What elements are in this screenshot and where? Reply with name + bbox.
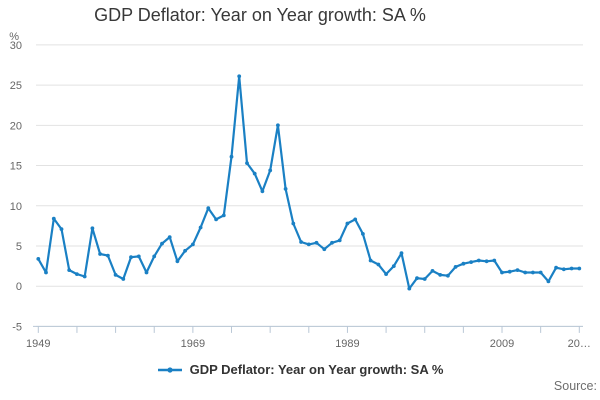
data-point-marker	[492, 258, 497, 263]
x-tick-label: 1949	[26, 338, 50, 350]
data-point-marker	[59, 227, 64, 232]
data-point-marker	[129, 255, 133, 260]
data-point-marker	[523, 270, 528, 275]
data-point-marker	[322, 247, 327, 252]
data-point-marker	[90, 226, 95, 231]
data-point-marker	[221, 213, 226, 218]
source-label: Source:	[553, 379, 597, 393]
data-point-marker	[206, 206, 211, 211]
data-point-marker	[314, 240, 319, 245]
data-point-marker	[353, 217, 358, 222]
legend-line-marker-icon	[157, 366, 182, 373]
data-point-marker	[276, 123, 280, 128]
data-point-marker	[484, 259, 489, 264]
data-point-marker	[283, 187, 288, 191]
chart-title: GDP Deflator: Year on Year growth: SA %	[94, 5, 426, 25]
data-point-marker	[106, 253, 110, 258]
data-point-marker	[167, 235, 172, 240]
data-point-marker	[561, 267, 566, 272]
data-point-marker	[136, 254, 141, 259]
data-point-marker	[438, 273, 443, 277]
data-point-marker	[469, 260, 473, 264]
y-tick-label: 20	[10, 120, 22, 132]
gdp-deflator-line	[37, 75, 581, 290]
data-point-marker	[554, 265, 558, 270]
data-point-marker	[446, 273, 450, 278]
y-tick-label: 5	[16, 241, 22, 253]
data-point-marker	[98, 252, 102, 256]
x-tick-label: 1989	[335, 338, 359, 350]
data-point-marker	[430, 269, 435, 273]
chart-plot-area: 30 25 20 15 10 5 0 -5% 1949 1969 1989 2009 20…	[9, 31, 591, 350]
y-tick-label: -5	[12, 321, 22, 333]
data-point-marker	[75, 272, 79, 276]
data-point-marker	[507, 269, 512, 274]
data-point-marker	[330, 240, 334, 245]
data-point-marker	[229, 154, 234, 159]
data-point-marker	[361, 232, 365, 236]
y-tick-label: 30	[10, 40, 22, 52]
data-point-marker	[113, 273, 118, 277]
data-point-marker	[453, 265, 458, 269]
y-tick-label: 25	[10, 80, 22, 92]
data-point-marker	[546, 279, 551, 284]
data-point-marker	[191, 242, 195, 247]
data-point-marker	[500, 270, 504, 275]
data-point-marker	[51, 216, 56, 221]
data-point-marker	[121, 277, 126, 281]
legend-item[interactable]: GDP Deflator: Year on Year growth: SA %	[0, 362, 600, 377]
data-point-marker	[82, 274, 87, 279]
data-point-marker	[36, 257, 41, 261]
y-tick-label: 0	[16, 281, 22, 293]
data-point-marker	[160, 241, 164, 246]
data-point-marker	[376, 262, 381, 267]
data-point-marker	[252, 171, 257, 176]
data-point-marker	[260, 189, 265, 194]
data-point-marker	[531, 270, 535, 275]
y-tick-label: 10	[10, 201, 22, 213]
y-tick-label: 15	[10, 161, 22, 173]
data-point-marker	[476, 258, 481, 263]
x-tick-label: 1969	[181, 338, 205, 350]
data-point-marker	[268, 168, 273, 173]
data-point-marker	[44, 270, 48, 275]
data-point-marker	[461, 261, 466, 266]
data-point-marker	[67, 268, 72, 272]
data-point-marker	[144, 270, 149, 275]
x-tick-label: 2009	[490, 338, 514, 350]
data-point-marker	[577, 266, 582, 271]
data-point-marker	[291, 221, 296, 226]
data-point-marker	[345, 221, 350, 226]
x-tick-label: 20…	[568, 338, 591, 350]
data-point-marker	[306, 242, 311, 247]
data-point-marker	[368, 258, 373, 263]
data-point-marker	[415, 276, 419, 281]
data-point-marker	[152, 254, 157, 259]
data-point-marker	[538, 270, 543, 275]
data-point-marker	[237, 74, 242, 79]
data-point-marker	[183, 248, 188, 253]
data-point-marker	[422, 277, 427, 281]
data-point-marker	[399, 251, 404, 256]
data-point-marker	[515, 268, 520, 272]
data-point-marker	[214, 217, 219, 222]
data-point-marker	[391, 264, 396, 268]
data-point-marker	[299, 240, 303, 244]
data-point-marker	[407, 286, 412, 291]
data-point-marker	[337, 238, 342, 243]
y-axis-unit-label: %	[9, 31, 19, 43]
data-point-marker	[384, 272, 388, 276]
data-point-marker	[245, 161, 249, 166]
data-point-marker	[175, 259, 180, 264]
data-point-marker	[569, 266, 574, 271]
data-point-marker	[198, 225, 203, 230]
legend-series-label: GDP Deflator: Year on Year growth: SA %	[189, 362, 444, 377]
